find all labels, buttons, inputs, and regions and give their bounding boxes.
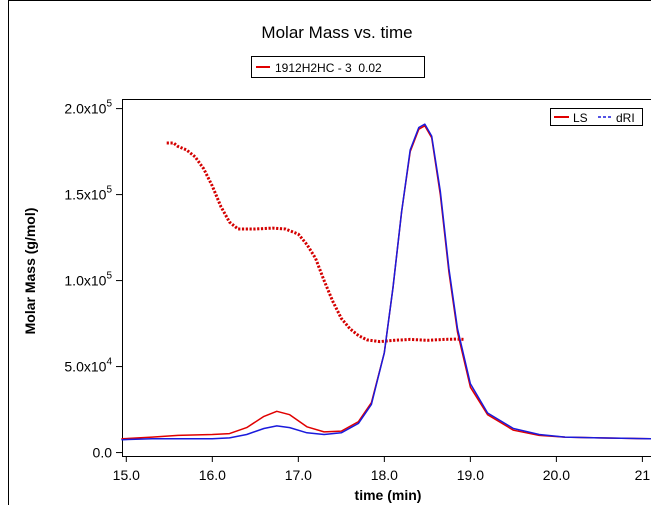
chart-title: Molar Mass vs. time xyxy=(261,23,412,42)
x-tick-label: 19.0 xyxy=(457,467,484,483)
y-tick-label: 0.0 xyxy=(93,445,113,461)
y-tick-label: 5.0x104 xyxy=(64,357,112,375)
y-tick-mantissa: 2.0x10 xyxy=(64,101,106,117)
y-tick-exponent: 4 xyxy=(106,357,112,368)
series-layer xyxy=(121,123,651,441)
y-tick-mantissa: 5.0x10 xyxy=(64,359,106,375)
x-tick-label: 18.0 xyxy=(371,467,398,483)
y-axis-label: Molar Mass (g/mol) xyxy=(22,208,38,335)
x-ticks: 15.0 16.0 17.0 18.0 19.0 20.0 21 xyxy=(113,456,651,483)
sample-label-box: 1912H2HC - 3 0.02 xyxy=(251,56,425,78)
y-tick-label: 2.0x105 xyxy=(64,99,112,117)
y-tick-mantissa: 0.0 xyxy=(93,445,113,461)
y-tick-exponent: 5 xyxy=(106,99,112,110)
y-tick-exponent: 5 xyxy=(106,271,112,282)
legend: LS dRI xyxy=(550,108,643,126)
series-molar-mass-line xyxy=(166,141,464,344)
legend-dri-label: dRI xyxy=(616,111,635,125)
legend-ls-label: LS xyxy=(573,111,588,125)
x-tick-label: 17.0 xyxy=(285,467,312,483)
x-tick-label: 21 xyxy=(635,467,651,483)
y-tick-mantissa: 1.5x10 xyxy=(64,187,106,203)
y-tick-exponent: 5 xyxy=(106,185,112,196)
y-tick-mantissa: 1.0x10 xyxy=(64,273,106,289)
series-ls-line xyxy=(121,125,651,440)
x-axis-label: time (min) xyxy=(355,487,422,503)
x-tick-label: 15.0 xyxy=(113,467,140,483)
sample-label-text: 1912H2HC - 3 0.02 xyxy=(275,61,382,75)
plot-area: 15.0 16.0 17.0 18.0 19.0 20.0 21 0.0 5.0x104 1.0… xyxy=(64,99,651,483)
x-tick-label: 20.0 xyxy=(543,467,570,483)
x-tick-label: 16.0 xyxy=(199,467,226,483)
y-tick-label: 1.5x105 xyxy=(64,185,112,203)
y-tick-label: 1.0x105 xyxy=(64,271,112,289)
series-dri-line xyxy=(121,123,651,441)
